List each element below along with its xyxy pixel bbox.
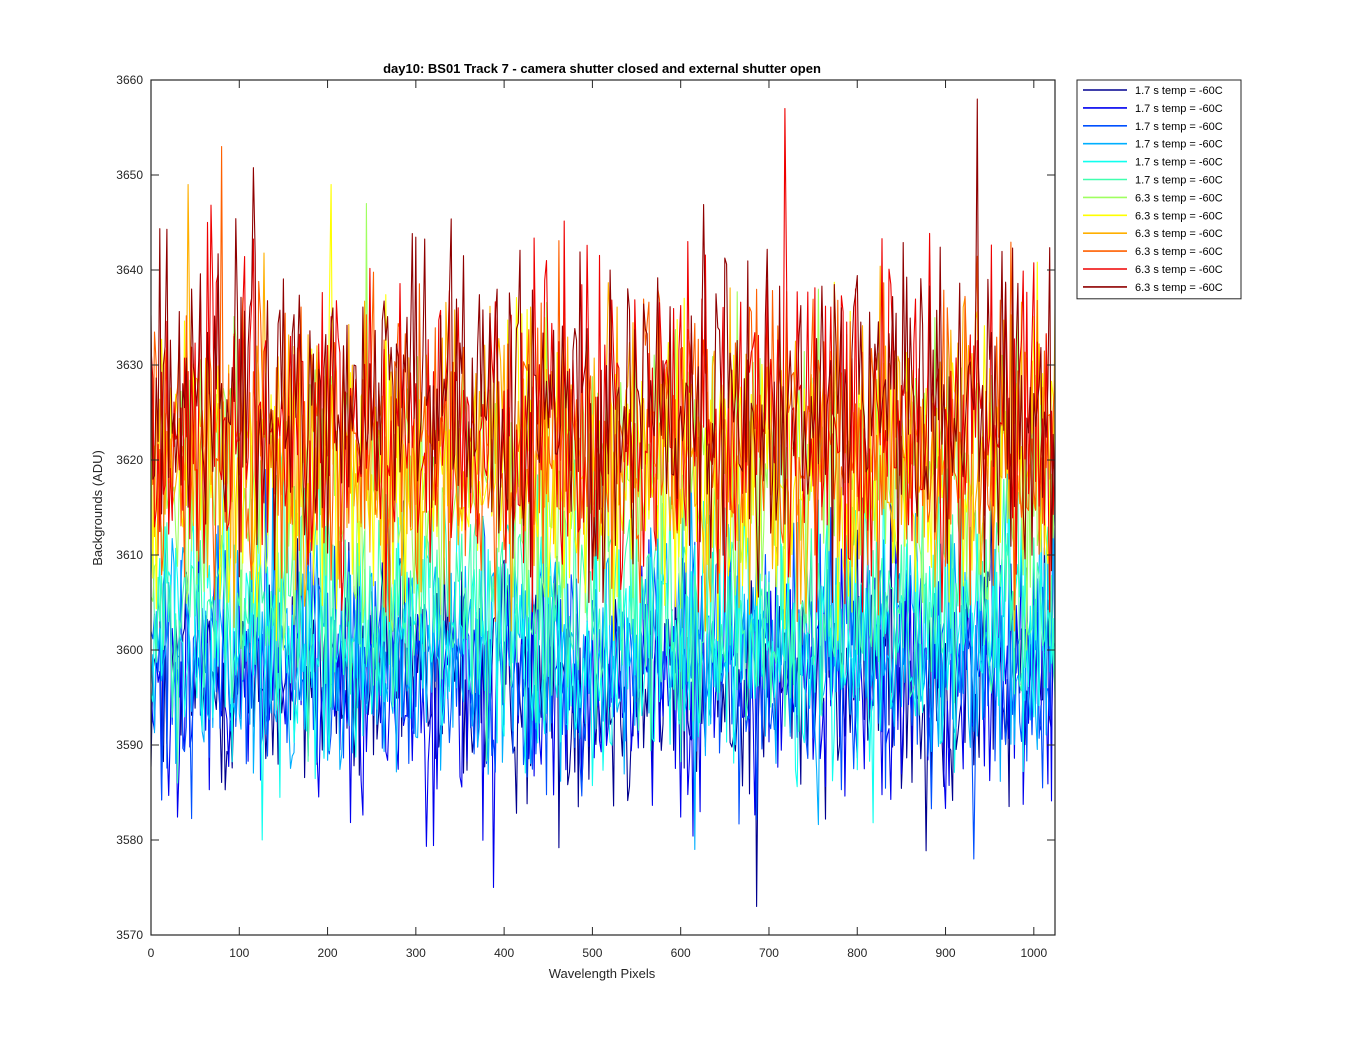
- y-tick-label-1: 3580: [116, 833, 143, 847]
- series-line-4: [151, 459, 1055, 851]
- series-line-5: [151, 440, 1055, 841]
- y-tick-label-2: 3590: [116, 738, 143, 752]
- series-line-12: [151, 98, 1055, 604]
- y-axis-label: Backgrounds (ADU): [90, 450, 105, 566]
- series-line-10: [151, 145, 1055, 623]
- legend-label-9: 6.3 s temp = -60C: [1135, 228, 1223, 240]
- y-tick-label-8: 3650: [116, 168, 143, 182]
- x-tick-label-1: 100: [229, 946, 249, 960]
- legend: 1.7 s temp = -60C 1.7 s temp = -60C 1.7 s …: [1076, 79, 1242, 300]
- x-axis: 0 100 200 300 400 500 600 700 800 900 1000: [148, 80, 1047, 960]
- x-tick-label-10: 1000: [1020, 946, 1047, 960]
- x-tick-label-7: 700: [759, 946, 779, 960]
- series-lines: [151, 98, 1055, 908]
- legend-label-3: 1.7 s temp = -60C: [1135, 121, 1223, 133]
- x-axis-label: Wavelength Pixels: [549, 966, 656, 981]
- legend-label-2: 1.7 s temp = -60C: [1135, 103, 1223, 115]
- y-tick-label-5: 3620: [116, 453, 143, 467]
- legend-box: [1076, 79, 1242, 300]
- legend-label-4: 1.7 s temp = -60C: [1135, 139, 1223, 151]
- x-tick-label-8: 800: [847, 946, 867, 960]
- legend-label-7: 6.3 s temp = -60C: [1135, 192, 1223, 204]
- y-tick-label-6: 3630: [116, 358, 143, 372]
- x-tick-label-9: 900: [936, 946, 956, 960]
- y-tick-label-0: 3570: [116, 928, 143, 942]
- legend-label-1: 1.7 s temp = -60C: [1135, 85, 1223, 97]
- x-tick-label-4: 400: [494, 946, 514, 960]
- y-tick-label-7: 3640: [116, 263, 143, 277]
- y-tick-label-9: 3660: [116, 73, 143, 87]
- x-tick-label-2: 200: [318, 946, 338, 960]
- x-tick-label-6: 600: [671, 946, 691, 960]
- chart-title: day10: BS01 Track 7 - camera shutter clo…: [383, 61, 821, 76]
- x-tick-label-3: 300: [406, 946, 426, 960]
- x-tick-label-5: 500: [582, 946, 602, 960]
- legend-label-11: 6.3 s temp = -60C: [1135, 264, 1223, 276]
- legend-label-6: 1.7 s temp = -60C: [1135, 175, 1223, 187]
- legend-label-5: 1.7 s temp = -60C: [1135, 157, 1223, 169]
- y-tick-label-4: 3610: [116, 548, 143, 562]
- legend-label-8: 6.3 s temp = -60C: [1135, 210, 1223, 222]
- plot-frame: [150, 79, 1056, 936]
- legend-label-10: 6.3 s temp = -60C: [1135, 246, 1223, 258]
- y-tick-label-3: 3600: [116, 643, 143, 657]
- legend-label-12: 6.3 s temp = -60C: [1135, 282, 1223, 294]
- y-axis: 3570 3580 3590 3600 3610 3620 3630 3640 3650 3660: [116, 73, 1055, 942]
- x-tick-label-0: 0: [148, 946, 155, 960]
